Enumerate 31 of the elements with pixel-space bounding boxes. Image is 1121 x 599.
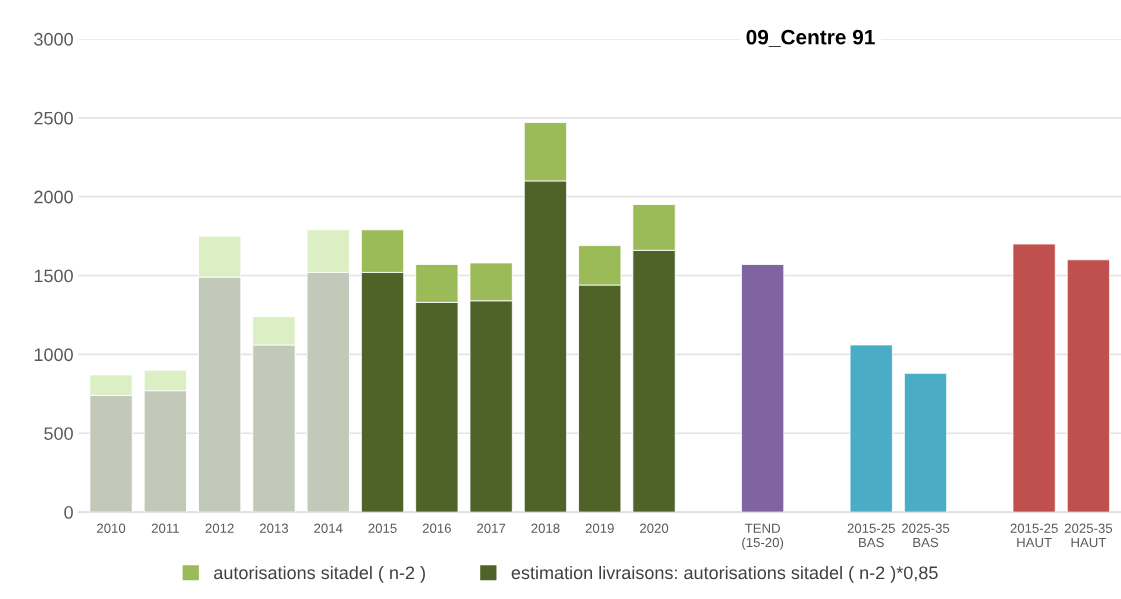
y-tick-label: 2500 — [34, 111, 73, 125]
x-tick-label: 2011 — [151, 523, 179, 533]
y-tick-label: 2000 — [34, 190, 73, 204]
y-tick-label: 1500 — [34, 269, 73, 283]
bar — [849, 344, 893, 513]
x-tick-label: 2013 — [259, 523, 289, 533]
y-tick-label: 3000 — [34, 32, 73, 46]
x-tick-label: 2020 — [640, 523, 669, 533]
y-tick-label: 1000 — [34, 348, 73, 362]
bar — [1066, 259, 1111, 513]
bar — [1012, 243, 1056, 513]
x-tick-label: 2012 — [205, 523, 234, 533]
chart-title: 09_Centre 91 — [746, 29, 875, 47]
x-tick-label: 2015-25 HAUT — [1010, 523, 1058, 548]
x-tick-label: 2017 — [477, 523, 506, 533]
y-tick-label: 0 — [64, 506, 73, 519]
bar — [741, 264, 785, 513]
x-tick-label: 2015-25 BAS — [847, 523, 895, 548]
bar — [903, 372, 948, 513]
x-tick-label: 2016 — [422, 523, 451, 533]
x-tick-label: 2025-35 BAS — [901, 523, 950, 548]
x-tick-label: 2019 — [585, 523, 614, 533]
x-tick-label: 2025-35 HAUT — [1064, 523, 1113, 548]
legend-label: estimation livraisons: autorisations sitadel ( n-2 )*0,85 — [511, 565, 938, 583]
x-tick-label: 2015 — [368, 523, 397, 533]
x-tick-label: 2014 — [314, 523, 343, 533]
x-tick-label: 2018 — [531, 523, 560, 533]
x-tick-label: TEND (15-20) — [742, 523, 784, 550]
x-tick-label: 2010 — [97, 523, 126, 533]
y-tick-label: 500 — [44, 427, 73, 440]
legend-label: autorisations sitadel ( n-2 ) — [214, 565, 425, 583]
